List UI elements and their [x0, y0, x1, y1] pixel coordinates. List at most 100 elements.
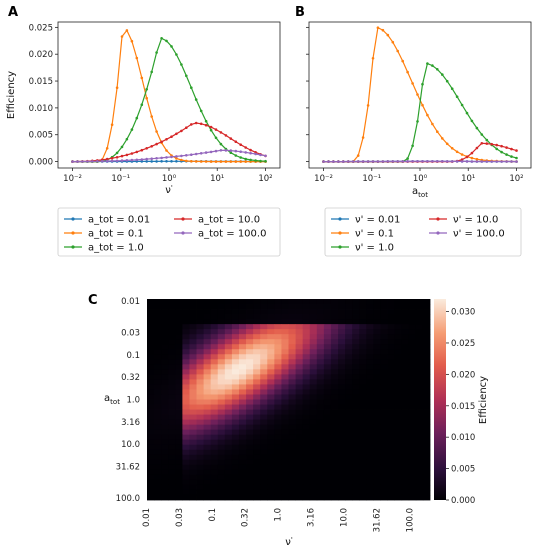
- heatmap-cell: [217, 369, 226, 375]
- heatmap-cell: [338, 454, 346, 461]
- heatmap-cell: [274, 459, 282, 466]
- heatmap-cell: [373, 489, 381, 496]
- heatmap-cell: [182, 489, 190, 496]
- heatmap-cell: [309, 469, 318, 476]
- heatmap-cell: [338, 489, 346, 496]
- legend-marker: [181, 217, 185, 221]
- heatmap-cell: [302, 494, 311, 501]
- heatmap-cell: [210, 344, 219, 350]
- heatmap-cell: [295, 364, 304, 370]
- heatmap-cell: [380, 329, 388, 335]
- heatmap-cell: [154, 364, 162, 370]
- heatmap-cell: [288, 439, 296, 446]
- heatmap-cell: [175, 449, 183, 456]
- heatmap-cell: [253, 454, 261, 461]
- heatmap-cell: [295, 324, 304, 330]
- series-point: [337, 160, 340, 163]
- heatmap-cell: [189, 464, 197, 471]
- series-point: [180, 154, 183, 158]
- heatmap-cell: [267, 464, 275, 471]
- heatmap-cell: [246, 439, 254, 446]
- heatmap-cell: [267, 434, 275, 441]
- heatmap-cell: [253, 309, 261, 315]
- heatmap-cell: [401, 459, 410, 466]
- heatmap-cell: [380, 494, 388, 501]
- heatmap-cell: [401, 464, 410, 471]
- heatmap-cell: [203, 484, 212, 491]
- heatmap-cell: [366, 414, 374, 420]
- heatmap-cell: [196, 344, 205, 350]
- heatmap-cell: [330, 474, 339, 481]
- heatmap-cell: [323, 429, 332, 436]
- heatmap-cell: [175, 339, 183, 345]
- heatmap-cell: [394, 349, 403, 355]
- series-point: [259, 159, 262, 163]
- heatmap-cell: [338, 389, 346, 395]
- heatmap-cell: [168, 299, 176, 305]
- heatmap-cell: [288, 489, 296, 496]
- heatmap-cell: [260, 354, 268, 360]
- heatmap-cell: [288, 344, 296, 350]
- heatmap-cell: [387, 414, 396, 420]
- legend-label: a_tot = 1.0: [88, 243, 144, 254]
- heatmap-cell: [288, 389, 296, 395]
- heatmap-cell: [338, 464, 346, 471]
- heatmap-cell: [352, 459, 360, 466]
- series-point: [160, 160, 163, 163]
- series-point: [115, 156, 119, 159]
- heatmap-cell: [380, 409, 388, 415]
- heatmap-cell: [415, 414, 424, 420]
- heatmap-cell: [231, 324, 240, 330]
- heatmap-cell: [224, 399, 233, 405]
- heatmap-cell: [422, 324, 431, 330]
- heatmap-cell: [217, 329, 226, 335]
- heatmap-cell: [267, 459, 275, 466]
- heatmap-cell: [345, 304, 353, 310]
- colorbar-tick-label: 0.005: [451, 465, 475, 475]
- series-point: [490, 142, 494, 146]
- heatmap-cell: [196, 359, 205, 365]
- heatmap-cell: [387, 439, 396, 446]
- series-point: [475, 160, 479, 163]
- heatmap-cell: [267, 469, 275, 476]
- series-point: [120, 145, 124, 149]
- heatmap-cell: [394, 334, 403, 340]
- heatmap-cell: [154, 489, 162, 496]
- legend-label: a_tot = 100.0: [198, 229, 266, 240]
- heatmap-cell: [415, 494, 424, 501]
- heatmap-cell: [408, 359, 417, 365]
- heatmap-cell: [196, 419, 205, 426]
- series-point: [460, 160, 464, 163]
- heatmap-cell: [394, 479, 403, 486]
- series-point: [244, 146, 247, 149]
- heatmap-cell: [281, 479, 289, 486]
- heatmap-cell: [401, 419, 410, 426]
- heatmap-cell: [309, 459, 318, 466]
- heatmap-cell: [373, 474, 381, 481]
- heatmap-cell: [408, 344, 417, 350]
- heatmap-cell: [210, 374, 219, 380]
- series-point: [500, 150, 503, 154]
- series-point: [209, 160, 213, 163]
- series-point: [445, 79, 449, 83]
- heatmap-cell: [422, 364, 431, 370]
- heatmap-cell: [345, 459, 353, 466]
- heatmap-cell: [203, 474, 212, 481]
- heatmap-cell: [387, 299, 396, 305]
- heatmap-cell: [246, 319, 254, 325]
- series-point: [76, 160, 79, 163]
- heatmap-cell: [316, 394, 325, 400]
- heatmap-cell: [330, 379, 339, 385]
- heatmap-cell: [267, 419, 275, 426]
- legend-marker: [71, 217, 75, 221]
- heatmap-cell: [408, 404, 417, 410]
- heatmap-cell: [345, 334, 353, 340]
- heatmap-cell: [394, 374, 403, 380]
- heatmap-cell: [316, 439, 325, 446]
- heatmap-cell: [359, 319, 367, 325]
- heatmap-cell: [154, 399, 162, 405]
- heatmap-ytick-label: 0.01: [121, 297, 140, 307]
- heatmap-cell: [401, 389, 410, 395]
- heatmap-cell: [217, 429, 226, 436]
- heatmap-cell: [260, 364, 268, 370]
